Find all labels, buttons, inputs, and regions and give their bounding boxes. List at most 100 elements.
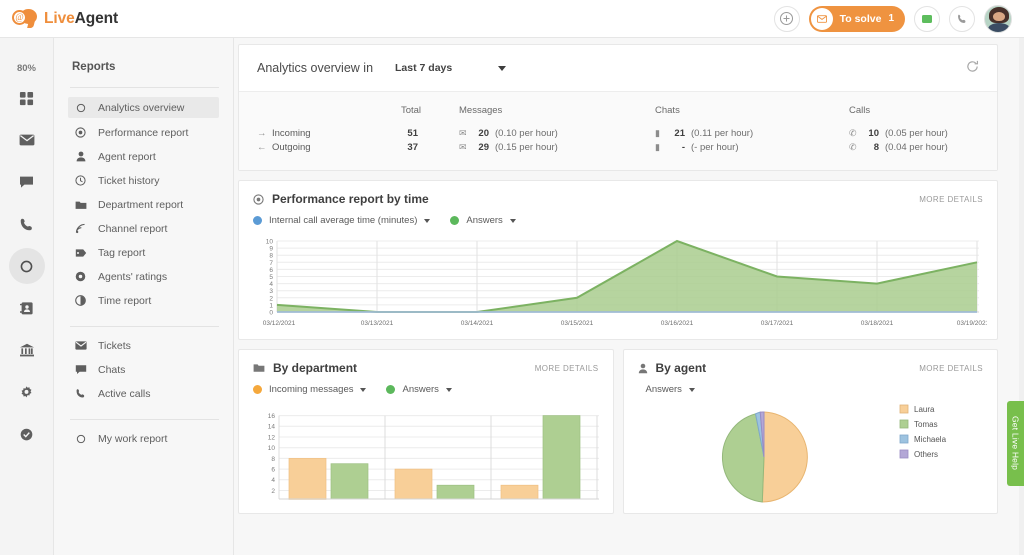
rail-percent: 80% [16,63,36,74]
total-column: Total 51 37 [379,105,443,154]
more-details-link[interactable]: MORE DETAILS [534,363,599,373]
to-solve-button[interactable]: To solve 1 [808,5,905,32]
sidebar-item-my-work-report[interactable]: My work report [68,429,219,448]
sidebar-label: My work report [98,432,168,445]
sidebar-item-agents-ratings[interactable]: Agents' ratings [68,267,219,286]
rail-item-dashboard[interactable] [9,80,45,116]
sidebar-item-tag-report[interactable]: Tag report [68,243,219,262]
svg-text:6: 6 [271,467,275,474]
messages-outgoing: 29 [478,141,489,153]
sidebar-item-performance-report[interactable]: Performance report [68,123,219,142]
agent-metric-select[interactable]: Answers [624,375,998,395]
left-icon-rail: 80% [0,38,54,555]
sidebar-item-agent-report[interactable]: Agent report [68,147,219,166]
avatar[interactable] [984,4,1012,33]
legend-swatch-others [899,449,908,459]
settings-circle-icon [20,428,33,440]
sidebar-item-time-report[interactable]: Time report [68,291,219,310]
phone-icon: ✆ [849,141,857,152]
table-row: ← Outgoing [257,140,379,154]
chat-bubble-icon [20,176,33,188]
rail-item-reports[interactable] [8,248,45,284]
legend-label-answers: Answers [466,215,503,226]
date-range-select[interactable]: Last 7 days [395,62,507,74]
sidebar-item-chats[interactable]: Chats [68,360,219,379]
legend-dot-incoming-messages [253,385,262,394]
sidebar-divider-3 [70,419,219,420]
sidebar-label: Tickets [98,339,131,352]
sidebar-item-department-report[interactable]: Department report [68,195,219,214]
table-row: ✉ 20 (0.10 per hour) [459,126,639,140]
rail-item-configuration[interactable] [9,374,45,410]
circle-icon [74,434,87,444]
legend-swatch-laura [899,404,908,414]
svg-text:9: 9 [269,246,273,253]
calls-incoming: 10 [868,127,879,139]
to-solve-label: To solve [839,12,882,25]
refresh-icon[interactable] [966,60,979,76]
chevron-down-icon[interactable] [445,387,452,392]
bar-incoming-3 [500,484,539,500]
svg-text:1: 1 [269,302,273,309]
envelope-icon [810,7,833,30]
reports-sidebar: Reports Analytics overview Performance r… [54,38,234,555]
sidebar-item-analytics-overview[interactable]: Analytics overview [68,97,219,118]
envelope-icon: ✉ [459,141,467,152]
rail-item-knowledge-base[interactable] [9,332,45,368]
chat-square-icon[interactable] [914,5,940,32]
rail-item-chats[interactable] [9,164,45,200]
legend-label-incoming-messages: Incoming messages [269,384,354,395]
total-header: Total [400,105,422,116]
sidebar-item-channel-report[interactable]: Channel report [68,219,219,238]
sidebar-item-ticket-history[interactable]: Ticket history [68,171,219,190]
sidebar-label: Agent report [98,150,156,163]
chevron-down-icon[interactable] [688,387,695,392]
calls-outgoing: 8 [873,141,879,153]
rail-item-contacts[interactable] [9,290,45,326]
star-circle-icon [74,271,87,282]
sidebar-item-active-calls[interactable]: Active calls [68,384,219,403]
legend-label-answers: Answers [402,384,439,395]
svg-text:4: 4 [271,477,275,484]
total-incoming: 51 [407,127,418,139]
folder-icon [74,200,87,210]
calls-incoming-rate: (0.05 per hour) [885,127,948,139]
more-details-link[interactable]: MORE DETAILS [919,194,983,204]
svg-text:2: 2 [269,295,273,302]
rail-item-settings[interactable] [9,416,45,452]
page-scrollbar[interactable] [1019,38,1024,555]
overview-stats: → Incoming ← Outgoing Total 51 37 Messag… [239,91,997,170]
sidebar-item-tickets[interactable]: Tickets [68,336,219,355]
bar-answers-1 [330,463,369,500]
rail-item-calls[interactable] [9,206,45,242]
chevron-down-icon[interactable] [424,218,431,223]
plus-circle-icon[interactable] [773,5,800,32]
table-row: 37 [379,140,443,154]
svg-text:3: 3 [269,288,273,295]
arrow-incoming-icon: → [257,127,267,139]
more-details-link[interactable]: MORE DETAILS [919,363,983,373]
rail-item-tickets[interactable] [9,122,45,158]
bar-chart: 16 14 12 10 8 6 4 2 [268,413,599,500]
agent-plot: Laura Tomas Michaela Others [624,397,998,513]
chats-header: Chats [655,105,680,116]
legend-label-laura: Laura [914,405,935,414]
liveagent-logo[interactable]: @ LiveAgent [12,9,118,28]
pie-slice-laura [761,411,808,503]
department-card-header: By department MORE DETAILS [239,350,613,375]
messages-incoming: 20 [478,127,489,139]
chevron-down-icon[interactable] [509,218,516,223]
chat-bubble-icon: ▮ [655,141,660,152]
bar-incoming-1 [288,458,327,500]
chevron-down-icon[interactable] [360,387,367,392]
tag-icon [74,248,87,258]
grid-dashboard-icon [19,91,34,105]
sidebar-label: Ticket history [98,174,160,187]
logo-mark-icon: @ [12,9,37,28]
bar-answers-3 [542,415,581,500]
phone-icon[interactable] [949,5,975,32]
get-live-help-tab[interactable]: Get Live Help [1007,401,1024,486]
direction-column: → Incoming ← Outgoing [239,105,379,154]
